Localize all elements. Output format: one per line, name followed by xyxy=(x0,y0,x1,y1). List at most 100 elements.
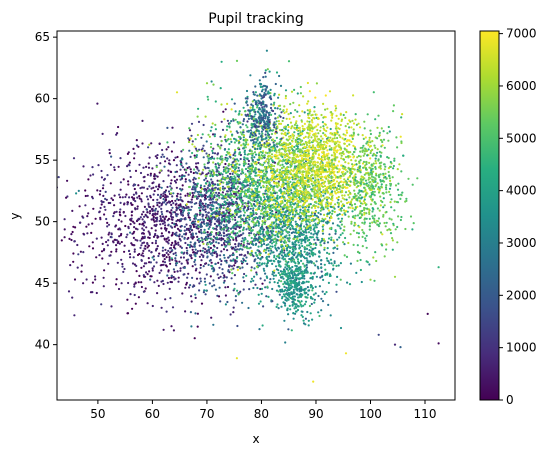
scatter-point xyxy=(251,125,255,128)
scatter-point xyxy=(189,137,192,140)
scatter-point xyxy=(181,235,184,238)
scatter-point xyxy=(126,165,129,168)
scatter-point xyxy=(331,212,334,215)
scatter-point xyxy=(203,149,206,152)
scatter-point xyxy=(267,158,270,161)
scatter-point xyxy=(287,239,291,242)
scatter-point xyxy=(218,237,221,240)
scatter-point xyxy=(345,198,348,201)
scatter-point xyxy=(172,246,176,249)
scatter-point xyxy=(204,167,207,170)
scatter-point xyxy=(200,236,203,239)
scatter-point xyxy=(271,221,274,224)
scatter-point xyxy=(287,260,290,264)
scatter-point xyxy=(101,257,104,260)
scatter-point xyxy=(324,190,327,193)
scatter-point xyxy=(183,207,186,210)
scatter-point xyxy=(270,210,273,213)
scatter-point xyxy=(167,236,170,239)
scatter-point xyxy=(198,289,201,292)
scatter-point xyxy=(253,275,256,278)
scatter-point xyxy=(246,176,250,179)
scatter-point xyxy=(324,192,327,195)
scatter-point xyxy=(180,218,183,221)
scatter-point xyxy=(129,231,132,234)
scatter-point xyxy=(224,162,227,166)
scatter-point xyxy=(187,258,190,261)
scatter-point xyxy=(139,187,142,190)
scatter-point xyxy=(147,162,150,165)
scatter-point xyxy=(260,209,263,212)
scatter-point xyxy=(245,124,248,127)
scatter-point xyxy=(237,244,240,248)
scatter-point xyxy=(256,185,259,188)
scatter-point xyxy=(208,170,211,173)
scatter-point xyxy=(129,293,132,296)
scatter-point xyxy=(262,249,266,253)
scatter-point xyxy=(212,244,215,247)
scatter-point xyxy=(228,188,231,191)
scatter-point xyxy=(107,233,110,236)
scatter-point xyxy=(134,208,137,211)
scatter-point xyxy=(218,286,221,289)
scatter-point xyxy=(249,106,252,109)
scatter-point xyxy=(236,266,239,269)
scatter-point xyxy=(66,179,69,182)
scatter-point xyxy=(222,224,225,227)
scatter-point xyxy=(300,220,304,223)
scatter-point xyxy=(194,214,197,217)
scatter-point xyxy=(334,230,337,233)
scatter-point xyxy=(160,186,163,189)
scatter-point xyxy=(319,241,322,244)
scatter-point xyxy=(243,149,246,152)
scatter-point xyxy=(274,220,277,223)
scatter-point xyxy=(301,130,304,133)
scatter-point xyxy=(286,207,289,210)
scatter-point xyxy=(322,102,325,105)
scatter-point xyxy=(337,198,340,201)
scatter-point xyxy=(333,241,336,244)
scatter-point xyxy=(199,266,202,269)
scatter-point xyxy=(297,241,300,244)
scatter-point xyxy=(163,258,166,261)
scatter-point xyxy=(222,181,225,184)
scatter-point xyxy=(238,230,241,233)
scatter-point xyxy=(303,225,306,228)
scatter-point xyxy=(246,262,249,265)
scatter-point xyxy=(246,95,249,98)
scatter-point xyxy=(234,232,237,235)
scatter-point xyxy=(308,252,311,255)
scatter-point xyxy=(246,184,249,187)
scatter-point xyxy=(234,245,237,248)
scatter-point xyxy=(310,260,313,263)
scatter-point xyxy=(238,163,241,166)
scatter-point xyxy=(127,281,130,285)
scatter-point xyxy=(231,133,234,136)
scatter-point xyxy=(231,259,235,262)
scatter-point xyxy=(278,256,281,260)
scatter-point xyxy=(220,144,223,147)
scatter-point xyxy=(139,239,142,242)
scatter-point xyxy=(238,291,241,294)
scatter-point xyxy=(245,174,248,178)
scatter-point xyxy=(174,277,177,280)
scatter-point xyxy=(267,160,270,163)
scatter-point xyxy=(217,233,221,237)
scatter-point xyxy=(313,230,316,233)
scatter-point xyxy=(278,151,281,154)
scatter-point xyxy=(126,203,129,206)
scatter-point xyxy=(219,87,222,90)
scatter-point xyxy=(272,221,276,224)
scatter-point xyxy=(248,215,251,218)
scatter-point xyxy=(132,236,135,239)
scatter-point xyxy=(132,256,135,259)
scatter-point xyxy=(205,82,209,85)
scatter-point xyxy=(307,194,310,197)
scatter-point xyxy=(174,181,178,184)
scatter-point xyxy=(288,236,291,239)
scatter-point xyxy=(178,233,181,236)
scatter-point xyxy=(316,236,319,239)
scatter-point xyxy=(215,215,218,218)
scatter-point xyxy=(202,291,205,294)
scatter-point xyxy=(230,259,233,262)
